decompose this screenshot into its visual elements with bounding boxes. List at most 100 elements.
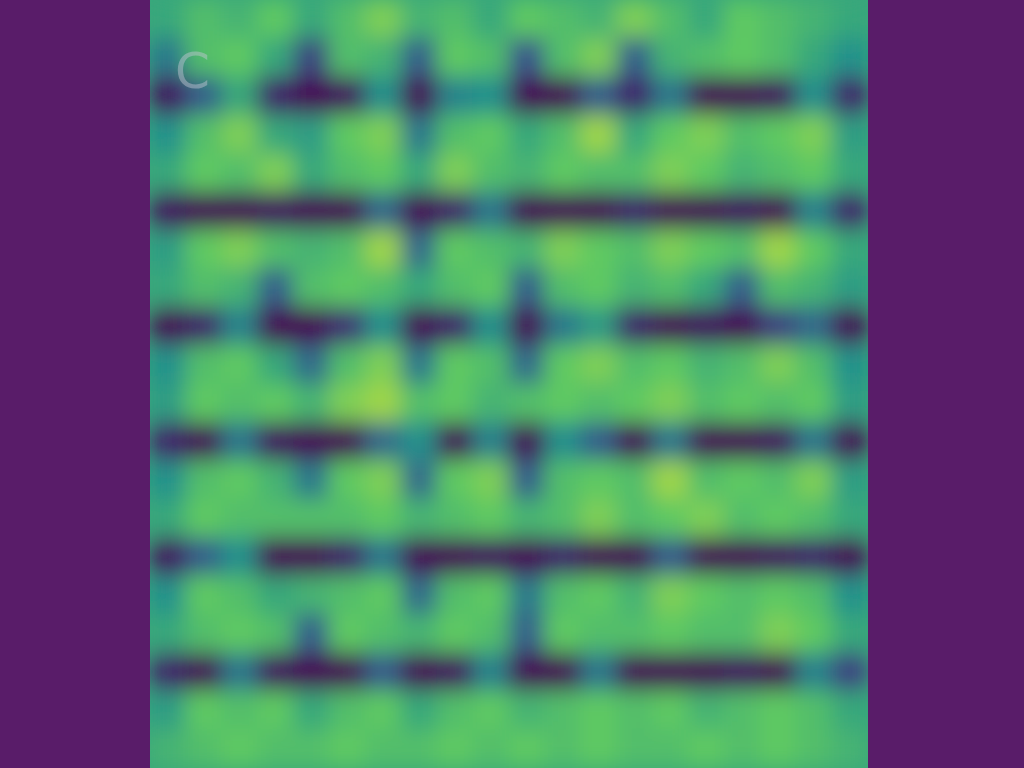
cell (832, 153, 868, 192)
cell (150, 422, 186, 461)
cell (796, 192, 833, 231)
cell (329, 0, 366, 39)
cell (293, 268, 330, 307)
cell (509, 268, 546, 307)
cell (329, 384, 366, 423)
cell (221, 307, 258, 346)
cell (257, 115, 294, 154)
cell (509, 499, 546, 538)
cell (580, 345, 617, 384)
cell (832, 576, 868, 615)
cell (652, 460, 689, 499)
cell (616, 76, 653, 115)
cell (437, 652, 474, 691)
cell (760, 115, 797, 154)
cell (473, 460, 510, 499)
cell (688, 499, 725, 538)
cell (293, 307, 330, 346)
cell (796, 499, 833, 538)
cell (580, 614, 617, 653)
cell (796, 0, 833, 39)
cell (796, 345, 833, 384)
cell (616, 0, 653, 39)
cell (185, 499, 222, 538)
cell (293, 345, 330, 384)
cell (652, 76, 689, 115)
cell (365, 268, 402, 307)
cell (724, 384, 761, 423)
cell (221, 614, 258, 653)
cell (724, 307, 761, 346)
cell (509, 460, 546, 499)
cell (293, 422, 330, 461)
cell (832, 537, 868, 576)
cell (257, 691, 294, 730)
cell (544, 729, 581, 768)
cell (796, 460, 833, 499)
cell (293, 576, 330, 615)
cell (652, 115, 689, 154)
cell (544, 499, 581, 538)
cell (221, 153, 258, 192)
cell (580, 192, 617, 231)
cell (257, 153, 294, 192)
cell (509, 576, 546, 615)
cell (293, 76, 330, 115)
cell (616, 38, 653, 77)
cell (473, 268, 510, 307)
cell (509, 230, 546, 269)
cell (221, 499, 258, 538)
cell (688, 691, 725, 730)
cell (293, 729, 330, 768)
cell (652, 153, 689, 192)
cell (652, 384, 689, 423)
cell (580, 384, 617, 423)
cell (329, 268, 366, 307)
cell (509, 115, 546, 154)
cell (365, 38, 402, 77)
cell (329, 345, 366, 384)
cell (580, 729, 617, 768)
cell (257, 38, 294, 77)
cell (221, 537, 258, 576)
cell (688, 652, 725, 691)
cell (473, 537, 510, 576)
cell (293, 115, 330, 154)
cell (616, 614, 653, 653)
cell (760, 576, 797, 615)
cell (580, 115, 617, 154)
cell (437, 422, 474, 461)
cell (401, 0, 438, 39)
cell (688, 115, 725, 154)
cell (473, 192, 510, 231)
cell (150, 499, 186, 538)
cell (760, 0, 797, 39)
cell (401, 38, 438, 77)
cell (293, 537, 330, 576)
cell (185, 0, 222, 39)
cell (437, 384, 474, 423)
cell (401, 537, 438, 576)
cell (473, 76, 510, 115)
cell (329, 460, 366, 499)
cell (616, 384, 653, 423)
cell (437, 115, 474, 154)
cell (185, 307, 222, 346)
cell (616, 652, 653, 691)
cell (293, 230, 330, 269)
cell (365, 499, 402, 538)
cell (329, 38, 366, 77)
cell (832, 614, 868, 653)
cell (329, 422, 366, 461)
cell (401, 729, 438, 768)
cell (473, 691, 510, 730)
cell (401, 115, 438, 154)
cell (832, 499, 868, 538)
cell (509, 0, 546, 39)
cell (221, 576, 258, 615)
cell (473, 729, 510, 768)
cell (760, 422, 797, 461)
cell (509, 614, 546, 653)
cell (365, 652, 402, 691)
cell (580, 307, 617, 346)
